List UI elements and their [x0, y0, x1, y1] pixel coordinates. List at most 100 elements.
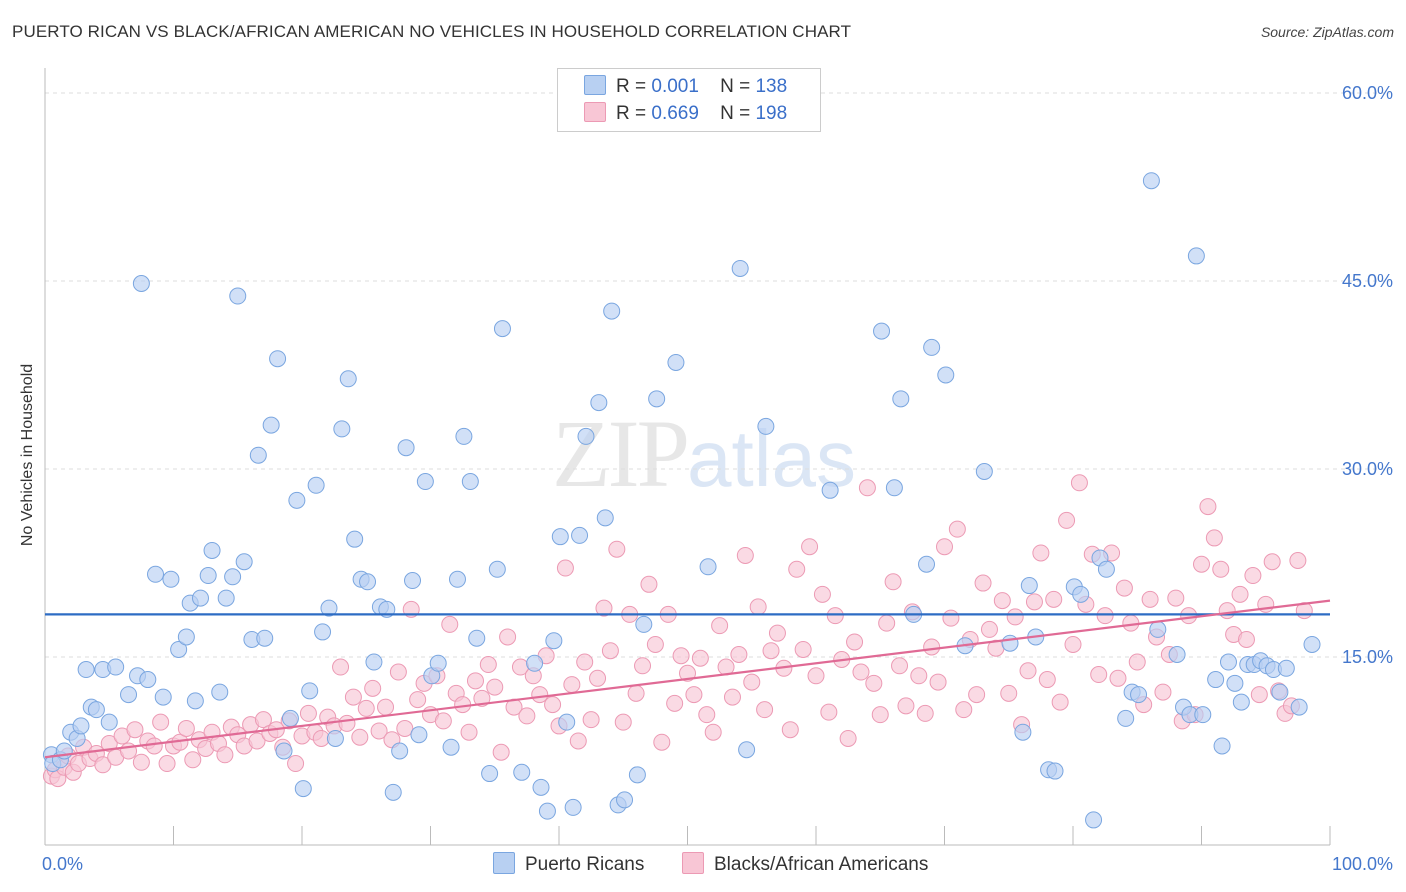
puerto-rican-point	[596, 509, 614, 527]
black-african-american-point	[145, 737, 163, 755]
legend-item-black-african-americans: Blacks/African Americans	[682, 852, 928, 876]
black-african-american-point	[1180, 607, 1198, 625]
y-tick-label: 15.0%	[1342, 647, 1393, 667]
puerto-rican-point	[1194, 706, 1212, 724]
puerto-rican-point	[346, 530, 364, 548]
puerto-rican-point	[635, 615, 653, 633]
puerto-rican-point	[269, 350, 287, 368]
black-african-american-point	[627, 684, 645, 702]
black-african-american-point	[389, 663, 407, 681]
puerto-rican-point	[397, 439, 415, 457]
black-african-american-point	[158, 755, 176, 773]
black-african-american-point	[1025, 593, 1043, 611]
puerto-rican-point	[461, 473, 479, 491]
black-african-american-point	[916, 704, 934, 722]
black-african-american-point	[788, 560, 806, 578]
puerto-rican-point	[1020, 577, 1038, 595]
puerto-rican-point	[235, 553, 253, 571]
puerto-rican-point	[1271, 683, 1289, 701]
legend-row-puerto-ricans: R = 0.001 N = 138	[584, 75, 787, 98]
puerto-rican-point	[326, 729, 344, 747]
black-african-american-point	[936, 538, 953, 556]
black-african-american-point	[929, 673, 947, 691]
puerto-rican-point	[545, 632, 563, 650]
black-african-american-point	[377, 698, 395, 716]
black-african-american-point	[1289, 551, 1307, 569]
puerto-rican-point	[72, 717, 90, 735]
puerto-rican-point	[288, 491, 306, 509]
puerto-rican-point	[256, 629, 274, 647]
black-african-american-point	[351, 728, 369, 746]
puerto-rican-point	[885, 479, 903, 497]
black-african-american-point	[614, 713, 632, 731]
puerto-rican-point	[757, 417, 775, 435]
puerto-rican-point	[892, 390, 910, 408]
puerto-rican-point	[532, 778, 550, 796]
puerto-rican-point	[1207, 671, 1225, 689]
puerto-rican-point	[1219, 653, 1237, 671]
black-african-american-point	[980, 620, 998, 638]
puerto-rican-point	[100, 713, 118, 731]
black-african-american-point	[1115, 579, 1133, 597]
puerto-rican-point	[1187, 247, 1205, 265]
puerto-rican-point	[294, 780, 312, 798]
puerto-rican-point	[203, 541, 221, 559]
puerto-rican-point	[339, 370, 357, 388]
puerto-rican-point	[493, 320, 511, 338]
black-african-american-point	[1019, 662, 1037, 680]
black-african-american-point	[781, 721, 799, 739]
black-african-american-point	[858, 479, 876, 497]
puerto-rican-point	[699, 558, 717, 576]
puerto-rican-point	[186, 692, 204, 710]
puerto-rican-point	[731, 259, 749, 277]
puerto-rican-point	[1226, 674, 1244, 692]
puerto-rican-point	[429, 654, 447, 672]
black-african-american-point	[1212, 560, 1230, 578]
black-african-american-point	[531, 686, 549, 704]
puerto-rican-point	[404, 572, 422, 590]
legend-swatch-blue	[584, 75, 606, 95]
black-african-american-point	[634, 657, 652, 675]
puerto-rican-point	[275, 742, 293, 760]
puerto-rican-point	[177, 628, 195, 646]
black-african-american-point	[460, 723, 478, 741]
legend-r-label: R =	[616, 103, 647, 124]
black-african-american-point	[826, 607, 844, 625]
puerto-rican-point	[873, 322, 891, 340]
puerto-rican-point	[628, 766, 646, 784]
black-african-american-point	[563, 676, 581, 694]
black-african-american-point	[846, 633, 864, 651]
black-african-american-point	[1006, 608, 1024, 626]
legend-label: Blacks/African Americans	[714, 854, 929, 875]
black-african-american-point	[711, 617, 729, 635]
legend-n-label: N =	[720, 76, 751, 97]
black-african-american-point	[1058, 511, 1076, 529]
puerto-rican-point	[455, 427, 473, 445]
x-tick-label-min: 0.0%	[42, 854, 83, 874]
black-african-american-point	[878, 614, 896, 632]
puerto-rican-point	[147, 565, 165, 583]
black-african-american-point	[595, 599, 613, 617]
black-african-american-point	[1250, 686, 1268, 704]
black-african-american-point	[312, 729, 330, 747]
black-african-american-point	[344, 688, 362, 706]
black-african-american-point	[768, 624, 786, 642]
black-african-american-point	[94, 756, 112, 774]
black-african-american-point	[1109, 669, 1127, 687]
black-african-american-point	[518, 707, 536, 725]
puerto-rican-point	[359, 573, 377, 591]
black-african-american-point	[813, 585, 831, 603]
black-african-american-point	[942, 609, 960, 627]
black-african-american-point	[332, 658, 350, 676]
black-african-american-point	[1199, 498, 1217, 516]
black-african-american-point	[100, 734, 118, 752]
black-african-american-point	[948, 520, 966, 538]
puerto-rican-point	[320, 599, 338, 617]
black-african-american-point	[576, 653, 594, 671]
black-african-american-point	[646, 635, 664, 653]
black-african-american-point	[357, 699, 375, 717]
puerto-rican-point	[603, 302, 621, 320]
source-label: Source: ZipAtlas.com	[1260, 24, 1394, 40]
puerto-rican-point	[558, 713, 576, 731]
series-legend: Puerto Ricans Blacks/African Americans	[0, 852, 1406, 878]
